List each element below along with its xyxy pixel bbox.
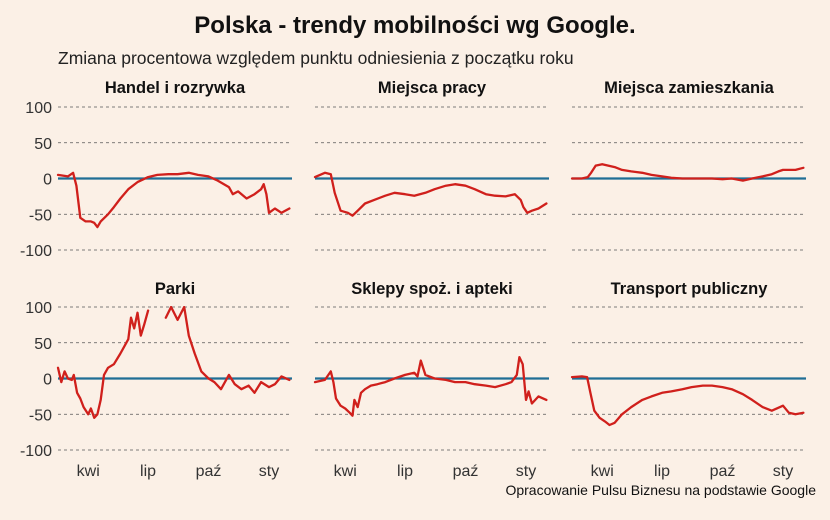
panel-title: Miejsca pracy xyxy=(378,79,487,97)
x-tick-label: lip xyxy=(397,463,413,480)
panel-5: Transport publiczny kwi lip paź sty xyxy=(570,280,806,480)
x-tick-label: paź xyxy=(710,463,736,480)
y-tick-label: 100 xyxy=(25,300,52,317)
y-tick-label: 100 xyxy=(25,100,52,117)
x-tick-label: lip xyxy=(654,463,670,480)
panel-title: Miejsca zamieszkania xyxy=(604,79,775,97)
x-tick-label: kwi xyxy=(334,463,357,480)
x-tick-label: sty xyxy=(259,463,279,480)
y-tick-label: -50 xyxy=(29,407,52,424)
panel-title: Parki xyxy=(155,280,195,298)
x-tick-label: paź xyxy=(453,463,479,480)
x-tick-label: paź xyxy=(196,463,222,480)
y-tick-label: 50 xyxy=(34,136,52,153)
panel-title: Transport publiczny xyxy=(611,280,769,298)
series-line xyxy=(313,355,548,417)
x-tick-label: sty xyxy=(773,463,793,480)
y-tick-label: -100 xyxy=(20,443,52,460)
series-line xyxy=(313,171,548,217)
panel-0: Handel i rozrywka 100 50 0 -50 -100 xyxy=(20,79,292,260)
series-line xyxy=(56,171,291,229)
series-line-segment-2 xyxy=(164,306,291,394)
y-tick-label: 50 xyxy=(34,336,52,353)
x-tick-label: sty xyxy=(516,463,536,480)
chart-subtitle: Zmiana procentowa względem punktu odnies… xyxy=(58,48,574,68)
panel-4: Sklepy spoż. i apteki kwi lip paź sty xyxy=(313,280,549,480)
y-tick-label: 0 xyxy=(43,372,52,389)
y-tick-label: -100 xyxy=(20,243,52,260)
source-caption: Opracowanie Pulsu Biznesu na podstawie G… xyxy=(505,482,816,498)
series-line xyxy=(56,309,150,419)
panel-3: Parki 100 50 0 -50 -100 kwi lip paź sty xyxy=(20,280,292,480)
y-tick-label: 0 xyxy=(43,172,52,189)
chart-title: Polska - trendy mobilności wg Google. xyxy=(194,12,636,39)
y-tick-label: -50 xyxy=(29,207,52,224)
series-line xyxy=(570,163,805,182)
series-line xyxy=(570,375,805,427)
panel-1: Miejsca pracy xyxy=(313,79,549,251)
panel-title: Sklepy spoż. i apteki xyxy=(351,280,512,298)
x-tick-label: kwi xyxy=(77,463,100,480)
panel-title: Handel i rozrywka xyxy=(105,79,246,97)
x-tick-label: lip xyxy=(140,463,156,480)
x-tick-label: kwi xyxy=(591,463,614,480)
panel-2: Miejsca zamieszkania xyxy=(570,79,806,251)
